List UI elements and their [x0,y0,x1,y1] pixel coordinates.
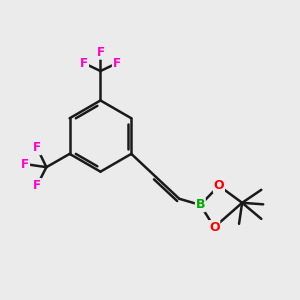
Text: F: F [80,57,88,70]
Text: F: F [21,158,29,171]
Text: F: F [33,142,41,154]
Text: B: B [196,199,205,212]
Text: F: F [112,57,121,70]
Text: O: O [214,179,224,192]
Text: F: F [97,46,104,59]
Text: O: O [209,221,220,234]
Text: F: F [33,178,41,192]
